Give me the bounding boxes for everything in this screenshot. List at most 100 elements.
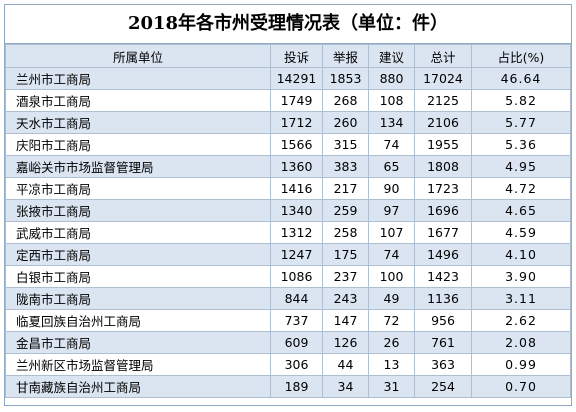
cell-share: 2.08 — [471, 331, 571, 354]
cell-unit: 平凉市工商局 — [5, 177, 271, 200]
cell-total: 254 — [414, 375, 472, 398]
table-row: 金昌市工商局 609 126 26 761 2.08 — [5, 331, 571, 354]
cell-report: 258 — [322, 221, 369, 244]
cell-share: 46.64 — [471, 67, 571, 90]
cell-complaint: 1086 — [270, 265, 323, 288]
cell-total: 2125 — [414, 89, 472, 112]
cell-suggestion: 74 — [368, 243, 415, 266]
table-row: 白银市工商局 1086 237 100 1423 3.90 — [5, 265, 571, 288]
cell-total: 1808 — [414, 155, 472, 178]
cell-share: 5.36 — [471, 133, 571, 156]
report-sheet: 2018年各市州受理情况表（单位：件） 所属单位 投诉 举报 建议 总计 占比(… — [4, 4, 572, 406]
cell-share: 5.82 — [471, 89, 571, 112]
cell-suggestion: 97 — [368, 199, 415, 222]
cell-complaint: 14291 — [270, 67, 323, 90]
cell-unit: 嘉峪关市市场监督管理局 — [5, 155, 271, 178]
complaints-table: 所属单位 投诉 举报 建议 总计 占比(%) 兰州市工商局 14291 1853 88… — [5, 44, 571, 398]
cell-total: 1677 — [414, 221, 472, 244]
cell-share: 4.10 — [471, 243, 571, 266]
cell-suggestion: 100 — [368, 265, 415, 288]
cell-report: 237 — [322, 265, 369, 288]
cell-share: 4.65 — [471, 199, 571, 222]
cell-share: 5.77 — [471, 111, 571, 134]
cell-report: 315 — [322, 133, 369, 156]
cell-share: 3.11 — [471, 287, 571, 310]
header-share: 占比(%) — [471, 44, 571, 68]
cell-total: 1696 — [414, 199, 472, 222]
table-header-row: 所属单位 投诉 举报 建议 总计 占比(%) — [5, 44, 571, 68]
table-row: 酒泉市工商局 1749 268 108 2125 5.82 — [5, 89, 571, 112]
cell-unit: 张掖市工商局 — [5, 199, 271, 222]
cell-complaint: 1712 — [270, 111, 323, 134]
cell-unit: 陇南市工商局 — [5, 287, 271, 310]
cell-unit: 武威市工商局 — [5, 221, 271, 244]
cell-complaint: 189 — [270, 375, 323, 398]
cell-share: 0.70 — [471, 375, 571, 398]
cell-unit: 甘南藏族自治州工商局 — [5, 375, 271, 398]
cell-complaint: 1360 — [270, 155, 323, 178]
cell-total: 17024 — [414, 67, 472, 90]
cell-suggestion: 74 — [368, 133, 415, 156]
cell-share: 0.99 — [471, 353, 571, 376]
cell-unit: 定西市工商局 — [5, 243, 271, 266]
cell-unit: 酒泉市工商局 — [5, 89, 271, 112]
cell-complaint: 306 — [270, 353, 323, 376]
table-row: 甘南藏族自治州工商局 189 34 31 254 0.70 — [5, 375, 571, 398]
table-row: 定西市工商局 1247 175 74 1496 4.10 — [5, 243, 571, 266]
header-complaint: 投诉 — [270, 44, 323, 68]
cell-complaint: 844 — [270, 287, 323, 310]
cell-suggestion: 107 — [368, 221, 415, 244]
cell-unit: 兰州新区市场监督管理局 — [5, 353, 271, 376]
cell-complaint: 1749 — [270, 89, 323, 112]
cell-unit: 白银市工商局 — [5, 265, 271, 288]
table-row: 武威市工商局 1312 258 107 1677 4.59 — [5, 221, 571, 244]
table-row: 兰州市工商局 14291 1853 880 17024 46.64 — [5, 67, 571, 90]
cell-report: 175 — [322, 243, 369, 266]
header-unit: 所属单位 — [5, 44, 271, 68]
header-report: 举报 — [322, 44, 369, 68]
cell-total: 1496 — [414, 243, 472, 266]
cell-unit: 临夏回族自治州工商局 — [5, 309, 271, 332]
cell-share: 3.90 — [471, 265, 571, 288]
cell-total: 956 — [414, 309, 472, 332]
cell-report: 217 — [322, 177, 369, 200]
cell-report: 126 — [322, 331, 369, 354]
cell-report: 44 — [322, 353, 369, 376]
cell-suggestion: 72 — [368, 309, 415, 332]
cell-unit: 庆阳市工商局 — [5, 133, 271, 156]
table-row: 临夏回族自治州工商局 737 147 72 956 2.62 — [5, 309, 571, 332]
cell-unit: 金昌市工商局 — [5, 331, 271, 354]
table-row: 兰州新区市场监督管理局 306 44 13 363 0.99 — [5, 353, 571, 376]
table-row: 嘉峪关市市场监督管理局 1360 383 65 1808 4.95 — [5, 155, 571, 178]
cell-total: 2106 — [414, 111, 472, 134]
header-suggestion: 建议 — [368, 44, 415, 68]
cell-suggestion: 90 — [368, 177, 415, 200]
table-row: 庆阳市工商局 1566 315 74 1955 5.36 — [5, 133, 571, 156]
cell-complaint: 1312 — [270, 221, 323, 244]
cell-total: 1423 — [414, 265, 472, 288]
cell-share: 4.59 — [471, 221, 571, 244]
table-row: 平凉市工商局 1416 217 90 1723 4.72 — [5, 177, 571, 200]
cell-suggestion: 108 — [368, 89, 415, 112]
cell-suggestion: 13 — [368, 353, 415, 376]
cell-complaint: 1340 — [270, 199, 323, 222]
cell-suggestion: 26 — [368, 331, 415, 354]
cell-report: 259 — [322, 199, 369, 222]
cell-complaint: 609 — [270, 331, 323, 354]
table-row: 陇南市工商局 844 243 49 1136 3.11 — [5, 287, 571, 310]
table-title: 2018年各市州受理情况表（单位：件） — [5, 5, 571, 44]
header-total: 总计 — [414, 44, 472, 68]
cell-total: 363 — [414, 353, 472, 376]
cell-complaint: 1566 — [270, 133, 323, 156]
cell-total: 1955 — [414, 133, 472, 156]
cell-total: 1723 — [414, 177, 472, 200]
cell-suggestion: 134 — [368, 111, 415, 134]
cell-report: 268 — [322, 89, 369, 112]
cell-complaint: 1416 — [270, 177, 323, 200]
cell-suggestion: 880 — [368, 67, 415, 90]
cell-suggestion: 49 — [368, 287, 415, 310]
cell-complaint: 737 — [270, 309, 323, 332]
cell-total: 1136 — [414, 287, 472, 310]
table-row: 张掖市工商局 1340 259 97 1696 4.65 — [5, 199, 571, 222]
cell-report: 1853 — [322, 67, 369, 90]
